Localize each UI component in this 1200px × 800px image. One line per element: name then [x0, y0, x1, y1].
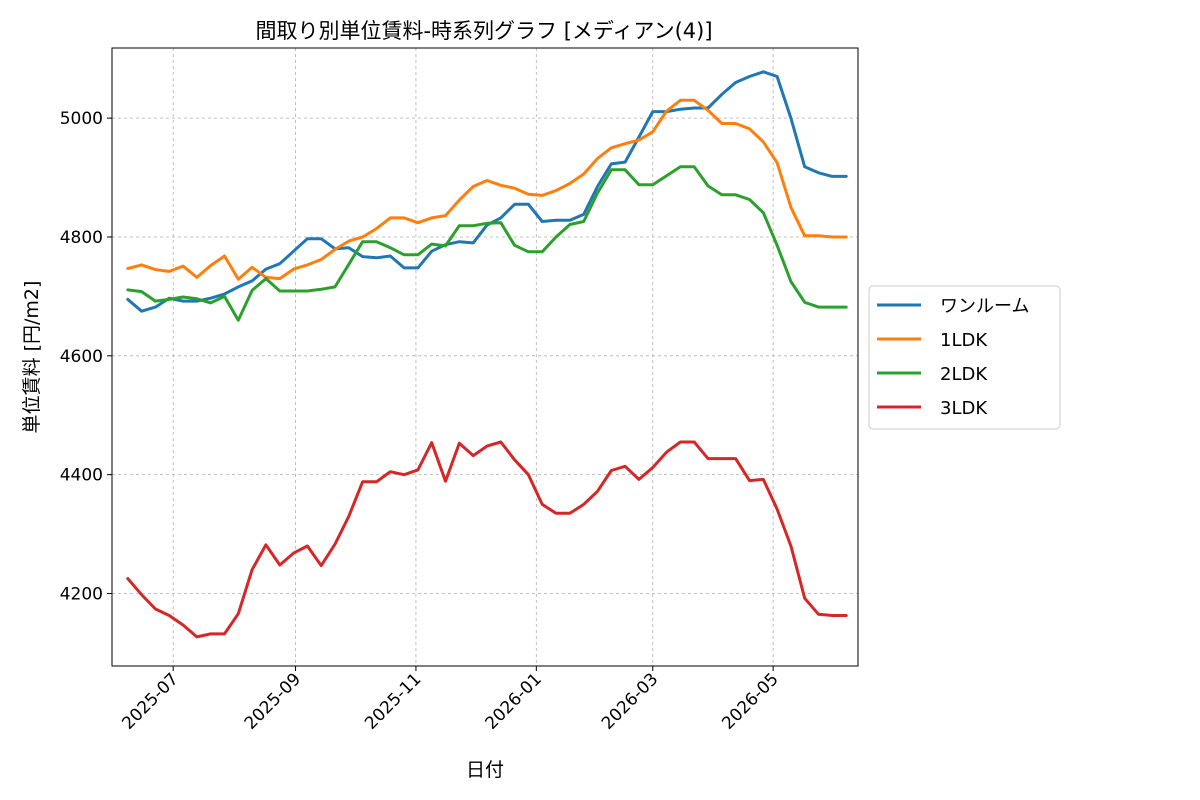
legend-label: 2LDK: [940, 364, 988, 385]
legend-label: ワンルーム: [940, 296, 1029, 317]
series-line: [126, 165, 848, 322]
legend-box: [868, 285, 1061, 430]
legend-label: 1LDK: [940, 330, 988, 351]
series-lines: [126, 70, 848, 639]
y-tick-label: 4400: [60, 466, 103, 486]
y-tick-label: 5000: [60, 109, 103, 129]
series-line: [126, 70, 848, 313]
series-line: [126, 440, 848, 639]
y-axis: 4200 4400 4600 4800 5000: [60, 109, 112, 605]
plot-frame: [111, 47, 859, 667]
legend-label: 3LDK: [940, 398, 988, 419]
grid-lines: [112, 48, 858, 666]
y-tick-label: 4800: [60, 228, 103, 248]
y-tick-label: 4200: [60, 585, 103, 605]
chart-title: 間取り別単位賃料-時系列グラフ [メディアン(4)]: [255, 19, 712, 43]
series-line: [126, 98, 848, 281]
x-axis-label: 日付: [466, 759, 504, 781]
legend: ワンルーム 1LDK 2LDK 3LDK: [868, 285, 1061, 430]
y-axis-label: 単位賃料 [円/m2]: [21, 281, 43, 434]
y-tick-label: 4600: [60, 347, 103, 367]
